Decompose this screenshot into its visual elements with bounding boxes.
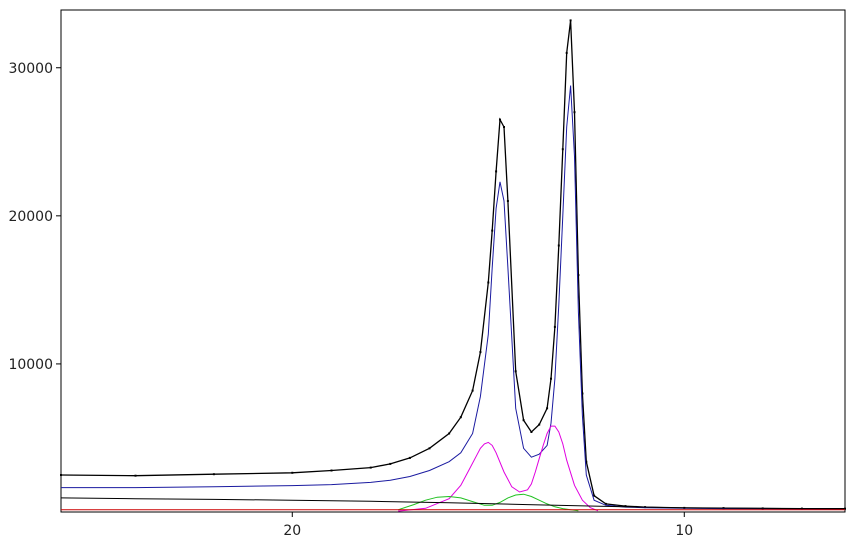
data-point [577,274,580,277]
data-point [546,407,549,410]
series-line-4 [397,493,579,512]
data-point [60,474,62,476]
y-axis: 10000 20000 30000 [8,61,61,373]
data-point [573,111,576,114]
data-point [330,469,333,472]
data-point [522,419,525,422]
data-point [550,377,552,380]
data-point [593,494,596,497]
data-point [514,370,517,373]
data-point [553,325,556,328]
data-point [471,389,474,392]
data-point [569,19,572,22]
data-point [557,244,560,247]
data-point [369,466,372,469]
y-tick-label: 30000 [8,61,53,77]
data-point [495,170,498,173]
data-point [565,51,568,54]
data-point [506,200,509,202]
data-point [491,229,494,232]
series-line-3 [398,425,599,512]
data-point [291,471,294,474]
data-point [624,505,627,508]
data-point [581,392,584,395]
data-point [479,351,482,354]
data-point [538,423,541,426]
data-point [585,460,588,463]
y-tick-label: 20000 [8,209,53,225]
data-point [448,432,451,435]
data-point [389,462,392,465]
y-tick-label: 10000 [8,357,53,373]
x-tick-label: 20 [283,523,301,539]
series-line-5 [60,497,846,510]
data-point [530,431,533,433]
data-point [561,148,564,151]
series-line-2 [61,85,846,510]
data-point [499,118,501,121]
series-layer [60,19,846,512]
data-point [604,502,607,505]
data-point [459,416,462,419]
data-point [408,456,411,459]
x-axis: 20 10 [283,512,693,539]
data-point [503,126,505,128]
data-point [212,473,215,476]
data-point [487,281,490,284]
plot-area [60,9,846,513]
data-point [428,447,431,450]
x-tick-label: 10 [675,523,693,539]
data-point [134,474,137,477]
